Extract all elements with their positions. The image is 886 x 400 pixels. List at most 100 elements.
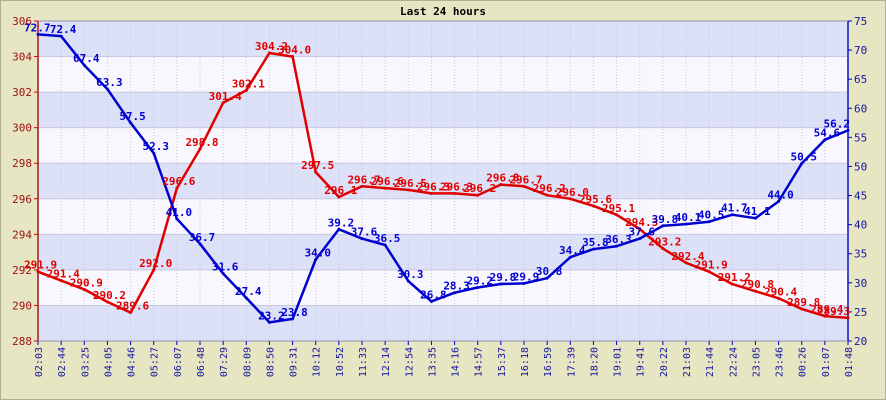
x-tick-label: 19:41 xyxy=(636,347,647,377)
data-label-red: 292.4 xyxy=(671,250,704,263)
data-point-red xyxy=(568,197,572,201)
data-label-red: 289.4 xyxy=(810,303,843,316)
x-tick-label: 10:12 xyxy=(312,347,323,377)
data-point-red xyxy=(846,316,850,320)
data-label-blue: 67.4 xyxy=(73,52,100,65)
data-label-blue: 52.3 xyxy=(142,140,169,153)
plot-band xyxy=(38,21,848,57)
left-axis-ticks: 288 290 292 294 296 298 300 302 304 306 xyxy=(12,15,38,348)
data-label-red: 298.8 xyxy=(185,136,218,149)
data-point-red xyxy=(244,88,248,92)
data-point-red xyxy=(198,147,202,151)
left-tick-label: 296 xyxy=(12,193,32,206)
data-point-blue xyxy=(661,224,665,228)
left-tick-label: 306 xyxy=(12,15,32,28)
data-label-blue: 23.2 xyxy=(258,309,285,322)
data-point-blue xyxy=(730,213,734,217)
data-point-blue xyxy=(684,222,688,226)
x-tick-label: 01:48 xyxy=(844,347,855,377)
right-tick-label: 35 xyxy=(854,248,867,261)
right-tick-label: 25 xyxy=(854,306,867,319)
data-point-blue xyxy=(476,285,480,289)
data-point-red xyxy=(800,307,804,311)
data-point-red xyxy=(823,314,827,318)
data-label-blue: 29.2 xyxy=(466,274,493,287)
plot-band xyxy=(38,92,848,128)
x-tick-label: 16:59 xyxy=(543,347,554,377)
data-point-blue xyxy=(545,276,549,280)
data-point-blue xyxy=(198,242,202,246)
data-point-red xyxy=(684,261,688,265)
data-label-red: 291.9 xyxy=(695,259,728,272)
left-tick-label: 288 xyxy=(12,335,32,348)
data-label-red: 291.2 xyxy=(718,271,751,284)
data-label-red: 296.7 xyxy=(509,173,542,186)
data-point-blue xyxy=(383,243,387,247)
data-label-blue: 36.3 xyxy=(605,233,632,246)
series-line-blue xyxy=(37,33,849,324)
data-label-blue: 56.2 xyxy=(824,117,851,130)
x-tick-label: 04:46 xyxy=(127,347,138,377)
data-point-blue xyxy=(522,281,526,285)
data-point-red xyxy=(615,213,619,217)
series-line-red xyxy=(37,51,849,320)
data-label-blue: 35.8 xyxy=(582,236,609,249)
data-label-red: 289.3 xyxy=(817,305,850,318)
data-point-blue xyxy=(638,237,642,241)
plot-background xyxy=(38,21,848,341)
data-label-blue: 31.6 xyxy=(212,261,239,274)
left-tick-label: 298 xyxy=(12,157,32,170)
right-tick-label: 70 xyxy=(854,44,867,57)
data-point-red xyxy=(406,188,410,192)
data-point-blue xyxy=(267,320,271,324)
data-label-blue: 41.1 xyxy=(744,205,771,218)
data-point-blue xyxy=(82,63,86,67)
data-label-red: 296.3 xyxy=(440,180,473,193)
data-label-blue: 37.6 xyxy=(351,226,378,239)
data-point-red xyxy=(429,191,433,195)
left-tick-label: 290 xyxy=(12,299,32,312)
data-label-blue: 40.1 xyxy=(675,211,702,224)
data-label-red: 294.3 xyxy=(625,216,658,229)
right-tick-label: 75 xyxy=(854,15,867,28)
data-point-red xyxy=(753,289,757,293)
x-tick-label: 18:20 xyxy=(589,347,600,377)
data-label-red: 290.8 xyxy=(741,278,774,291)
x-tick-label: 02:44 xyxy=(57,347,68,377)
right-tick-label: 55 xyxy=(854,131,867,144)
right-axis-ticks: 20 25 30 35 40 45 50 55 60 65 70 75 xyxy=(848,15,867,348)
x-tick-label: 14:57 xyxy=(474,347,485,377)
data-label-blue: 34.0 xyxy=(304,247,331,260)
data-label-blue: 50.5 xyxy=(790,151,817,164)
data-point-blue xyxy=(429,299,433,303)
x-tick-label: 21:44 xyxy=(705,347,716,377)
data-label-red: 291.4 xyxy=(47,268,80,281)
data-point-blue xyxy=(453,291,457,295)
plot-band xyxy=(38,234,848,270)
data-point-red xyxy=(267,51,271,55)
data-label-blue: 63.3 xyxy=(96,76,123,89)
axes xyxy=(37,20,849,342)
data-point-red xyxy=(105,300,109,304)
x-tick-label: 05:27 xyxy=(150,347,161,377)
x-tick-label: 04:05 xyxy=(103,347,114,377)
data-point-blue xyxy=(406,279,410,283)
data-label-blue: 54.6 xyxy=(814,127,841,140)
right-tick-label: 50 xyxy=(854,160,867,173)
data-point-blue xyxy=(152,151,156,155)
x-tick-label: 12:14 xyxy=(381,347,392,377)
x-tick-label: 02:03 xyxy=(34,347,45,377)
data-point-blue xyxy=(221,272,225,276)
data-labels: 291.9291.4290.9290.2289.6292.0296.6298.8… xyxy=(24,21,850,322)
data-label-blue: 39.8 xyxy=(652,213,679,226)
x-tick-label: 23:46 xyxy=(775,347,786,377)
left-tick-label: 294 xyxy=(12,228,32,241)
data-point-red xyxy=(707,270,711,274)
data-point-blue xyxy=(105,87,109,91)
x-tick-label: 08:09 xyxy=(242,347,253,377)
data-label-blue: 30.3 xyxy=(397,268,424,281)
data-point-blue xyxy=(314,258,318,262)
data-label-red: 296.2 xyxy=(463,182,496,195)
data-label-red: 296.3 xyxy=(417,180,450,193)
data-point-blue xyxy=(129,121,133,125)
